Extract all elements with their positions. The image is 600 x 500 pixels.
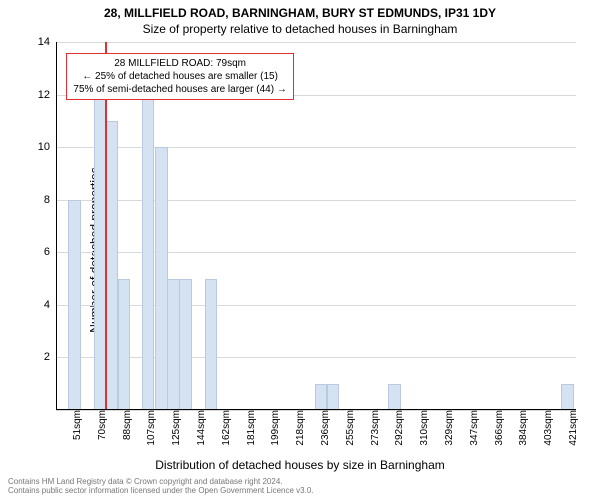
histogram-bar <box>142 95 154 410</box>
y-axis-line <box>56 42 57 410</box>
grid-line <box>56 200 576 201</box>
x-tick-label: 347sqm <box>465 410 480 446</box>
x-tick-label: 255sqm <box>341 410 356 446</box>
x-tick-label: 310sqm <box>415 410 430 446</box>
info-box-line: 28 MILLFIELD ROAD: 79sqm <box>73 57 286 70</box>
x-tick-label: 273sqm <box>366 410 381 446</box>
x-tick-label: 181sqm <box>242 410 257 446</box>
x-tick-label: 421sqm <box>564 410 579 446</box>
histogram-bar <box>327 384 339 410</box>
chart-area: 246810121451sqm70sqm88sqm107sqm125sqm144… <box>56 42 576 410</box>
footer-attribution: Contains HM Land Registry data © Crown c… <box>8 477 314 496</box>
x-tick-label: 107sqm <box>142 410 157 446</box>
y-tick-label: 2 <box>44 351 50 363</box>
histogram-bar <box>155 147 167 410</box>
x-tick-label: 162sqm <box>217 410 232 446</box>
x-tick-label: 70sqm <box>93 410 108 440</box>
x-tick-label: 403sqm <box>539 410 554 446</box>
histogram-bar <box>179 279 191 410</box>
grid-line <box>56 42 576 43</box>
x-tick-label: 125sqm <box>167 410 182 446</box>
x-tick-label: 199sqm <box>266 410 281 446</box>
info-box-line: ← 25% of detached houses are smaller (15… <box>73 70 286 83</box>
info-box: 28 MILLFIELD ROAD: 79sqm← 25% of detache… <box>66 53 293 100</box>
x-tick-label: 218sqm <box>291 410 306 446</box>
y-tick-label: 14 <box>38 36 50 48</box>
histogram-bar <box>167 279 179 410</box>
x-tick-label: 51sqm <box>68 410 83 440</box>
x-tick-label: 292sqm <box>390 410 405 446</box>
histogram-bar <box>561 384 573 410</box>
grid-line <box>56 147 576 148</box>
y-tick-label: 12 <box>38 89 50 101</box>
histogram-bar <box>118 279 130 410</box>
histogram-bar <box>106 121 118 410</box>
page-title: 28, MILLFIELD ROAD, BARNINGHAM, BURY ST … <box>0 6 600 20</box>
footer-line1: Contains HM Land Registry data © Crown c… <box>8 477 314 487</box>
histogram-bar <box>205 279 217 410</box>
histogram-bar <box>315 384 327 410</box>
x-axis-label: Distribution of detached houses by size … <box>0 458 600 472</box>
histogram-bar <box>388 384 400 410</box>
info-box-line: 75% of semi-detached houses are larger (… <box>73 83 286 96</box>
y-tick-label: 6 <box>44 246 50 258</box>
y-tick-label: 10 <box>38 141 50 153</box>
x-tick-label: 236sqm <box>316 410 331 446</box>
grid-line <box>56 357 576 358</box>
x-tick-label: 88sqm <box>118 410 133 440</box>
x-tick-label: 329sqm <box>440 410 455 446</box>
grid-line <box>56 305 576 306</box>
x-tick-label: 384sqm <box>514 410 529 446</box>
x-tick-label: 366sqm <box>490 410 505 446</box>
footer-line2: Contains public sector information licen… <box>8 486 314 496</box>
y-tick-label: 8 <box>44 194 50 206</box>
x-tick-label: 144sqm <box>192 410 207 446</box>
y-tick-label: 4 <box>44 299 50 311</box>
histogram-bar <box>68 200 80 410</box>
page-subtitle: Size of property relative to detached ho… <box>0 22 600 36</box>
grid-line <box>56 252 576 253</box>
